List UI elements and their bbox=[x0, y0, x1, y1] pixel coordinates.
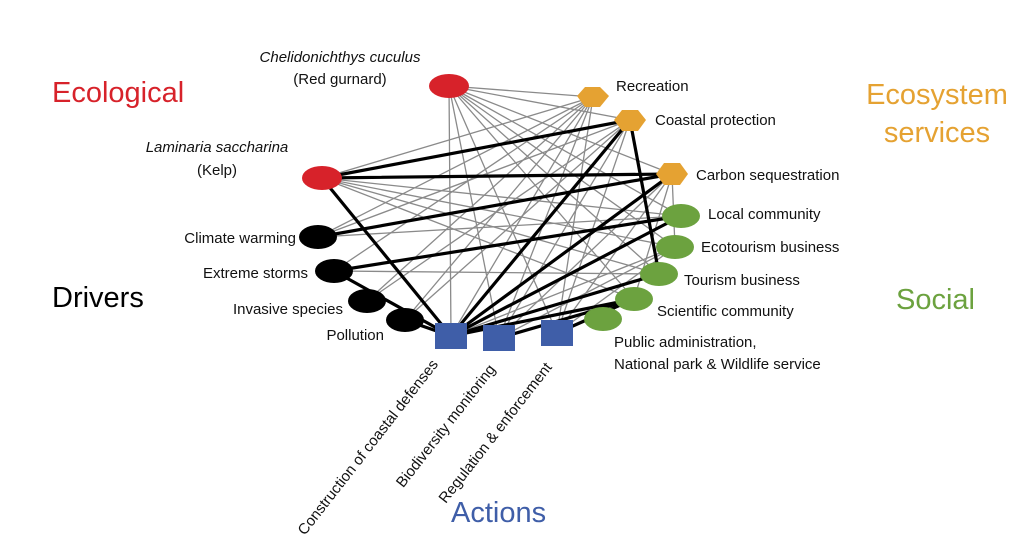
thin-link-regulation-recreation bbox=[556, 96, 594, 334]
category-drivers: Drivers bbox=[52, 282, 144, 314]
thin-link-regulation-carbon bbox=[556, 173, 673, 334]
strong-link-climate-carbon bbox=[316, 172, 674, 239]
thin-link-gurnard-construction bbox=[448, 85, 452, 337]
node-ecotourism-business bbox=[656, 235, 694, 259]
label-carbon-sequestration: Carbon sequestration bbox=[696, 167, 840, 184]
strong-link-storms-local bbox=[332, 214, 683, 273]
thin-link-regulation-coastal bbox=[556, 119, 631, 334]
thin-link-gurnard-scientific bbox=[448, 85, 635, 300]
node-red-gurnard bbox=[429, 74, 469, 98]
thin-link-construction-recreation bbox=[450, 96, 594, 337]
thin-link-kelp-ecotourism bbox=[321, 177, 676, 248]
node-tourism-business bbox=[640, 262, 678, 286]
strong-link-monitoring-scientific bbox=[497, 297, 636, 340]
node-construction-coastal-defenses bbox=[435, 323, 467, 349]
node-recreation bbox=[577, 87, 609, 107]
label-red-gurnard-common: (Red gurnard) bbox=[293, 71, 387, 88]
label-extreme-storms: Extreme storms bbox=[202, 265, 308, 282]
label-recreation: Recreation bbox=[616, 78, 689, 95]
node-coastal-protection bbox=[614, 110, 646, 131]
label-tourism-business: Tourism business bbox=[684, 272, 800, 289]
category-social: Social bbox=[896, 284, 975, 316]
label-pollution: Pollution bbox=[326, 327, 384, 344]
strong-link-coastal-tourism bbox=[628, 118, 661, 276]
label-ecotourism-business: Ecotourism business bbox=[701, 239, 840, 256]
label-local-community: Local community bbox=[708, 206, 821, 223]
node-climate-warming bbox=[299, 225, 337, 249]
thin-link-kelp-scientific bbox=[321, 177, 635, 300]
thin-link-kelp-recreation bbox=[321, 96, 594, 179]
node-public-administration bbox=[584, 307, 622, 331]
node-pollution bbox=[386, 308, 424, 332]
thin-link-monitoring-coastal bbox=[498, 119, 631, 339]
thin-link-climate-recreation bbox=[317, 96, 594, 238]
category-actions: Actions bbox=[451, 497, 547, 529]
label-public-administration-line1: Public administration, bbox=[614, 334, 757, 351]
category-ecosystem-services-line2: services bbox=[883, 117, 991, 149]
thin-link-climate-coastal bbox=[317, 119, 631, 238]
node-regulation-enforcement bbox=[541, 320, 573, 346]
label-kelp-species: Laminaria saccharina bbox=[145, 139, 289, 156]
node-carbon-sequestration bbox=[656, 163, 688, 185]
node-local-community bbox=[662, 204, 700, 228]
thin-link-gurnard-recreation bbox=[448, 85, 594, 98]
strong-link-construction-local bbox=[449, 214, 683, 338]
thin-link-kelp-local bbox=[321, 177, 682, 217]
nodes bbox=[299, 74, 700, 351]
strong-link-construction-coastal bbox=[449, 118, 632, 338]
label-coastal-protection: Coastal protection bbox=[655, 112, 776, 129]
thin-link-storms-recreation bbox=[333, 96, 594, 272]
strong-link-construction-carbon bbox=[449, 172, 674, 338]
node-biodiversity-monitoring bbox=[483, 325, 515, 351]
strong-link-storms-construction bbox=[332, 269, 453, 338]
thin-link-storms-tourism bbox=[333, 270, 660, 275]
strong-link-kelp-carbon bbox=[320, 172, 674, 180]
category-ecosystem-services-line1: Ecosystem bbox=[866, 79, 1008, 111]
thin-link-gurnard-monitoring bbox=[448, 85, 500, 339]
thin-link-gurnard-tourism bbox=[448, 85, 660, 275]
thin-link-pollution-coastal bbox=[404, 119, 631, 321]
thin-link-gurnard-coastal bbox=[448, 85, 631, 121]
node-kelp bbox=[302, 166, 342, 190]
thin-link-monitoring-recreation bbox=[498, 96, 594, 339]
label-public-administration-line2: National park & Wildlife service bbox=[614, 356, 821, 373]
node-extreme-storms bbox=[315, 259, 353, 283]
label-red-gurnard-species: Chelidonichthys cuculus bbox=[259, 49, 421, 66]
label-scientific-community: Scientific community bbox=[657, 303, 794, 320]
thin-link-monitoring-carbon bbox=[498, 173, 673, 339]
thin-link-climate-local bbox=[317, 215, 682, 238]
thin-link-gurnard-carbon bbox=[448, 85, 673, 175]
node-invasive-species bbox=[348, 289, 386, 313]
strong-link-kelp-coastal bbox=[320, 118, 632, 180]
label-climate-warming: Climate warming bbox=[184, 230, 296, 247]
strong-link-kelp-construction bbox=[320, 176, 453, 338]
thin-link-invasive-coastal bbox=[366, 119, 631, 302]
category-ecological: Ecological bbox=[52, 77, 185, 109]
thin-link-invasive-recreation bbox=[366, 96, 594, 302]
label-invasive-species: Invasive species bbox=[232, 301, 343, 318]
label-kelp-common: (Kelp) bbox=[196, 162, 237, 179]
strong-link-construction-scientific bbox=[449, 297, 636, 338]
node-scientific-community bbox=[615, 287, 653, 311]
